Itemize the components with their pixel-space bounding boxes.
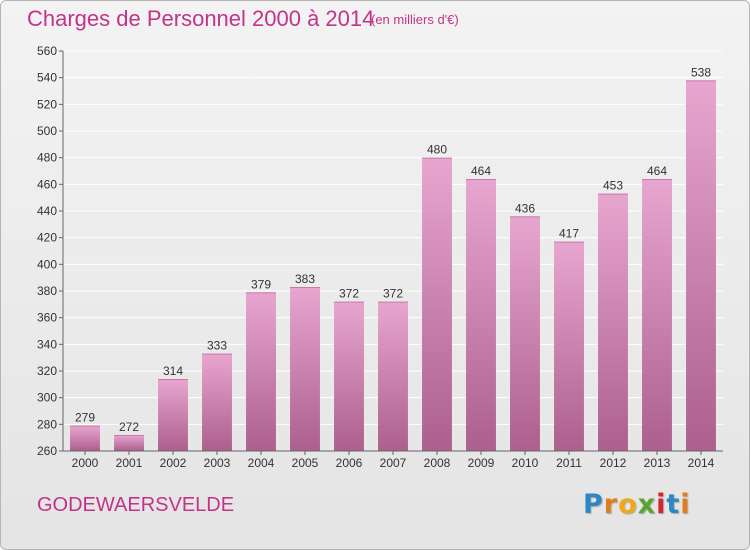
- x-tick-label: 2003: [204, 456, 231, 470]
- bar[interactable]: [422, 157, 452, 451]
- x-tick-label: 2007: [380, 456, 407, 470]
- bar[interactable]: [466, 179, 496, 451]
- y-tick-label: 360: [37, 311, 57, 325]
- logo-letter: o: [618, 489, 638, 520]
- labels: 260 280 300 320 340 360 380 400 420 440 460 480 500 5…: [37, 44, 715, 470]
- x-tick-label: 2013: [644, 456, 671, 470]
- y-tick-label: 440: [37, 204, 57, 218]
- chart-subtitle: (en milliers d'€): [371, 12, 459, 27]
- y-tick-label: 420: [37, 231, 57, 245]
- x-tick-label: 2002: [160, 456, 187, 470]
- y-tick-label: 400: [37, 257, 57, 271]
- y-tick-label: 500: [37, 124, 57, 138]
- data-label: 333: [207, 339, 227, 353]
- bar[interactable]: [598, 193, 628, 451]
- x-tick-label: 2000: [72, 456, 99, 470]
- logo-letter: x: [637, 489, 657, 520]
- bar[interactable]: [202, 353, 232, 451]
- y-tick-label: 300: [37, 391, 57, 405]
- x-tick-label: 2006: [336, 456, 363, 470]
- y-tick-label: 320: [37, 364, 57, 378]
- logo-letter: i: [656, 489, 667, 520]
- y-tick-label: 520: [37, 97, 57, 111]
- logo-letter: i: [680, 489, 691, 520]
- bar[interactable]: [642, 179, 672, 451]
- data-label: 538: [691, 65, 711, 79]
- y-tick-label: 560: [37, 44, 57, 58]
- data-label: 383: [295, 272, 315, 286]
- data-label: 453: [603, 179, 623, 193]
- data-label: 372: [339, 287, 359, 301]
- x-tick-label: 2012: [600, 456, 627, 470]
- logo-letter: P: [583, 489, 604, 520]
- bars: [70, 80, 716, 451]
- x-tick-label: 2008: [424, 456, 451, 470]
- bar[interactable]: [378, 301, 408, 451]
- bar[interactable]: [246, 292, 276, 451]
- bar[interactable]: [686, 80, 716, 451]
- axes: [59, 50, 723, 455]
- data-label: 480: [427, 143, 447, 157]
- bar[interactable]: [114, 435, 144, 451]
- data-label: 436: [515, 201, 535, 215]
- y-tick-label: 340: [37, 337, 57, 351]
- bar[interactable]: [290, 287, 320, 451]
- bar[interactable]: [554, 241, 584, 451]
- x-tick-label: 2009: [468, 456, 495, 470]
- data-label: 464: [471, 164, 491, 178]
- y-tick-label: 480: [37, 151, 57, 165]
- data-label: 464: [647, 164, 667, 178]
- x-tick-label: 2004: [248, 456, 275, 470]
- logo-letter: t: [666, 489, 681, 520]
- y-tick-label: 380: [37, 284, 57, 298]
- data-label: 272: [119, 420, 139, 434]
- x-tick-label: 2010: [512, 456, 539, 470]
- bar[interactable]: [510, 216, 540, 451]
- bar[interactable]: [158, 379, 188, 451]
- x-tick-label: 2014: [688, 456, 715, 470]
- proxiti-logo[interactable]: Proxiti: [583, 489, 691, 520]
- y-tick-label: 280: [37, 417, 57, 431]
- data-label: 417: [559, 227, 579, 241]
- commune-name: GODEWAERSVELDE: [37, 494, 235, 516]
- y-tick-label: 540: [37, 71, 57, 85]
- chart-title: Charges de Personnel 2000 à 2014: [27, 6, 375, 31]
- bar[interactable]: [334, 301, 364, 451]
- y-tick-label: 460: [37, 177, 57, 191]
- x-tick-label: 2001: [116, 456, 143, 470]
- data-label: 314: [163, 364, 183, 378]
- x-tick-label: 2011: [556, 456, 582, 470]
- data-label: 279: [75, 411, 95, 425]
- data-label: 372: [383, 287, 403, 301]
- data-label: 379: [251, 277, 271, 291]
- bar[interactable]: [70, 425, 100, 451]
- logo-letter: r: [603, 489, 619, 520]
- x-tick-label: 2005: [292, 456, 319, 470]
- y-tick-label: 260: [37, 444, 57, 458]
